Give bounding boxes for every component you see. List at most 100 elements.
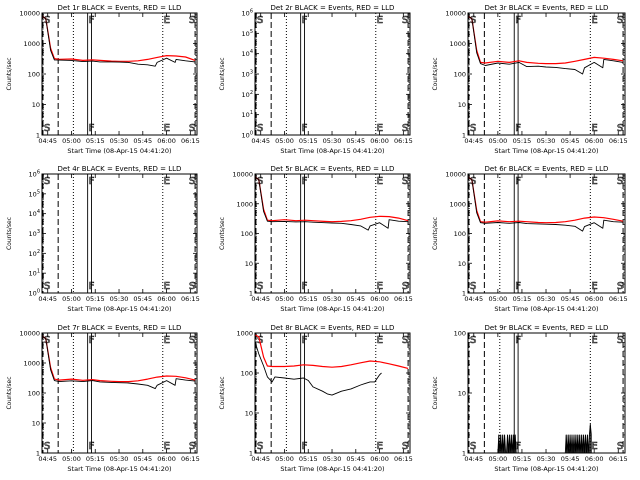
time-marker-label: S — [617, 176, 623, 187]
time-marker-label: S — [617, 15, 623, 26]
series-line-events — [497, 423, 592, 453]
time-marker-label: E — [591, 176, 597, 187]
time-marker-label: S — [470, 176, 476, 187]
time-marker-label: E — [591, 15, 597, 26]
time-marker-label: E — [164, 281, 170, 292]
y-tick-label: 100 — [454, 230, 466, 238]
x-axis-label: Start Time (08-Apr-15 04:41:20) — [67, 465, 171, 473]
y-tick-label: 1000 — [23, 40, 40, 48]
plot-frame — [254, 12, 411, 136]
y-tick-label: 100 — [241, 230, 253, 238]
y-tick-label: 104 — [242, 49, 253, 58]
x-tick-label: 06:00 — [585, 455, 604, 463]
time-marker-label: S — [402, 281, 408, 292]
x-tick-label: 06:15 — [394, 137, 413, 145]
y-tick-label: 10 — [32, 101, 40, 109]
x-tick-label: 05:00 — [62, 455, 81, 463]
x-tick-label: 05:00 — [488, 295, 507, 303]
y-tick-label: 10 — [458, 101, 466, 109]
y-tick-label: 105 — [242, 29, 253, 38]
y-tick-label: 10 — [458, 390, 466, 398]
panel-det-8: Det 8r BLACK = Events, RED = LLD Counts/s… — [219, 324, 413, 473]
y-tick-label: 102 — [242, 90, 253, 99]
plot-area: SSFFEESS — [468, 13, 624, 135]
x-tick-label: 05:30 — [110, 455, 129, 463]
y-tick-label: 10000 — [19, 10, 40, 18]
time-marker-label: S — [470, 123, 476, 134]
series-line-events — [468, 15, 624, 75]
time-marker-label: E — [377, 176, 383, 187]
y-tick-label: 101 — [242, 110, 253, 119]
x-tick-label: 05:00 — [488, 455, 507, 463]
time-marker-label: S — [470, 335, 476, 346]
time-marker-label: S — [617, 335, 623, 346]
x-tick-label: 06:15 — [609, 455, 628, 463]
x-tick-label: 06:00 — [370, 137, 389, 145]
x-tick-label: 05:00 — [275, 137, 294, 145]
time-marker-label: S — [257, 176, 263, 187]
x-tick-label: 04:45 — [251, 295, 270, 303]
x-tick-label: 06:00 — [157, 137, 176, 145]
x-tick-label: 05:30 — [537, 455, 556, 463]
x-tick-label: 05:45 — [561, 295, 580, 303]
panel-det-9: Det 9r BLACK = Events, RED = LLD Counts/s… — [432, 324, 628, 473]
x-axis-label: Start Time (08-Apr-15 04:41:20) — [494, 147, 598, 155]
time-marker-label: S — [189, 335, 195, 346]
time-marker-label: E — [591, 335, 597, 346]
plot-area: SSFFEESS — [255, 333, 409, 453]
x-tick-label: 04:45 — [464, 295, 483, 303]
x-tick-label: 05:15 — [513, 455, 532, 463]
x-tick-label: 05:45 — [133, 137, 152, 145]
y-tick-label: 10000 — [445, 171, 466, 179]
time-marker-label: S — [44, 15, 50, 26]
plot-area: SSFFEESS — [255, 13, 409, 135]
panel-det-1: Det 1r BLACK = Events, RED = LLD Counts/s… — [6, 4, 200, 155]
plot-frame — [41, 173, 198, 294]
y-axis-label: Counts/sec — [432, 57, 439, 90]
x-tick-label: 04:45 — [251, 455, 270, 463]
x-tick-label: 05:30 — [537, 295, 556, 303]
time-marker-label: E — [591, 123, 597, 134]
x-tick-label: 04:45 — [464, 455, 483, 463]
x-tick-label: 05:45 — [133, 295, 152, 303]
x-axis-label: Start Time (08-Apr-15 04:41:20) — [67, 147, 171, 155]
time-marker-label: S — [189, 123, 195, 134]
y-tick-label: 10 — [245, 410, 253, 418]
time-marker-label: E — [377, 281, 383, 292]
series-line-lld — [468, 176, 624, 224]
x-tick-label: 06:15 — [394, 455, 413, 463]
panel-title: Det 1r BLACK = Events, RED = LLD — [58, 4, 182, 12]
series-line-lld — [468, 15, 624, 65]
plot-area: SSFFEESS — [42, 333, 196, 453]
time-marker-label: E — [164, 335, 170, 346]
time-marker-label: S — [470, 15, 476, 26]
y-tick-label: 106 — [242, 9, 253, 18]
x-tick-label: 06:00 — [370, 295, 389, 303]
plot-frame — [467, 12, 626, 136]
time-marker-label: E — [377, 335, 383, 346]
plot-frame — [467, 173, 626, 294]
x-tick-label: 05:30 — [110, 295, 129, 303]
x-tick-label: 06:15 — [609, 295, 628, 303]
y-tick-label: 1000 — [449, 200, 466, 208]
plot-area: SSFFEESS — [42, 13, 196, 135]
y-tick-label: 10000 — [445, 10, 466, 18]
panel-det-5: Det 5r BLACK = Events, RED = LLD Counts/s… — [219, 165, 413, 313]
time-marker-label: S — [44, 441, 50, 452]
panel-det-4: Det 4r BLACK = Events, RED = LLD Counts/s… — [6, 165, 200, 313]
y-tick-label: 10000 — [19, 330, 40, 338]
y-tick-label: 1000 — [23, 360, 40, 368]
x-axis-label: Start Time (08-Apr-15 04:41:20) — [494, 305, 598, 313]
y-tick-label: 101 — [29, 269, 40, 278]
panel-title: Det 4r BLACK = Events, RED = LLD — [58, 165, 182, 173]
y-tick-label: 103 — [29, 229, 40, 238]
x-tick-label: 04:45 — [38, 137, 57, 145]
y-tick-label: 1 — [462, 450, 466, 458]
plot-frame — [41, 12, 198, 136]
y-tick-label: 105 — [29, 189, 40, 198]
y-tick-label: 10 — [458, 260, 466, 268]
x-tick-label: 06:00 — [585, 137, 604, 145]
time-marker-label: S — [617, 441, 623, 452]
x-tick-label: 05:00 — [488, 137, 507, 145]
series-line-events — [255, 176, 409, 231]
